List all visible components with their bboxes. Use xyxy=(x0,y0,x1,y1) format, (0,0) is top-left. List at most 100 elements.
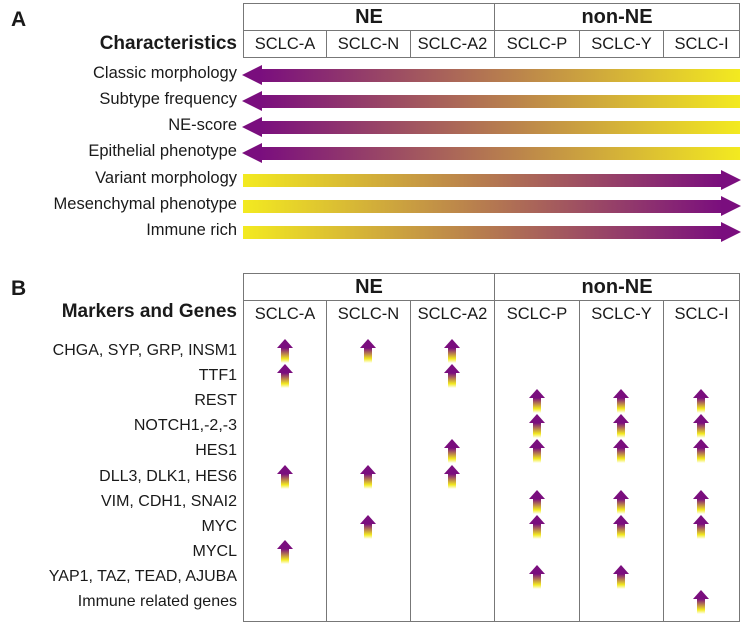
panel-b-group-header-non-ne: non-NE xyxy=(494,274,739,300)
panel-a-row-label: Mesenchymal phenotype xyxy=(53,195,237,213)
up-arrow-shaft xyxy=(532,423,541,438)
upregulation-arrow-icon xyxy=(277,339,293,363)
panel-b-row-label: HES1 xyxy=(195,442,237,459)
panel-b-title: Markers and Genes xyxy=(61,301,237,322)
panel-a-header-table: NE non-NE SCLC-A SCLC-N SCLC-A2 SCLC-P SCLC-Y S… xyxy=(243,3,740,58)
up-arrow-shaft xyxy=(532,398,541,413)
up-arrow-shaft xyxy=(448,474,456,489)
arrow-bar xyxy=(243,226,723,239)
gradient-arrow-left xyxy=(242,117,740,138)
panel-a-row-label: Immune rich xyxy=(146,221,237,239)
up-arrow-head xyxy=(693,439,709,448)
up-arrow-head xyxy=(613,414,629,423)
up-arrow-head xyxy=(528,439,545,448)
up-arrow-shaft xyxy=(532,499,541,514)
up-arrow-head xyxy=(360,339,376,348)
upregulation-arrow-icon xyxy=(444,439,460,463)
arrow-head xyxy=(721,170,741,190)
arrow-bar xyxy=(243,200,723,213)
panel-a-title: Characteristics xyxy=(99,33,237,54)
upregulation-arrow-icon xyxy=(613,515,629,539)
up-arrow-head xyxy=(360,465,376,474)
upregulation-arrow-icon xyxy=(693,515,709,539)
upregulation-arrow-icon xyxy=(528,565,545,589)
up-arrow-shaft xyxy=(617,524,625,539)
panel-b-row-label: DLL3, DLK1, HES6 xyxy=(99,468,237,485)
upregulation-arrow-icon xyxy=(277,465,293,489)
panel-a-row-label: Subtype frequency xyxy=(99,90,237,108)
upregulation-arrow-icon xyxy=(613,565,629,589)
up-arrow-head xyxy=(528,515,545,524)
up-arrow-head xyxy=(528,490,545,499)
up-arrow-shaft xyxy=(617,423,625,438)
panel-b-letter: B xyxy=(11,277,27,300)
panel-b-column-divider xyxy=(579,326,580,621)
up-arrow-head xyxy=(277,364,293,373)
panel-b-group-row: NE non-NE xyxy=(244,274,739,300)
upregulation-arrow-icon xyxy=(693,389,709,413)
gradient-arrow-left xyxy=(242,65,740,86)
up-arrow-shaft xyxy=(697,499,705,514)
gradient-arrow-right xyxy=(243,170,741,191)
up-arrow-shaft xyxy=(617,574,625,589)
upregulation-arrow-icon xyxy=(444,364,460,388)
up-arrow-head xyxy=(444,339,460,348)
arrow-bar xyxy=(243,174,723,187)
up-arrow-head xyxy=(693,389,709,398)
panel-b-column-header-sclc-i: SCLC-I xyxy=(663,301,739,327)
upregulation-arrow-icon xyxy=(693,490,709,514)
gradient-arrow-left xyxy=(242,91,740,112)
panel-a-column-header-sclc-a2: SCLC-A2 xyxy=(410,31,494,57)
arrow-head xyxy=(721,222,741,242)
upregulation-arrow-icon xyxy=(613,414,629,438)
upregulation-arrow-icon xyxy=(360,515,376,539)
gradient-arrow-right xyxy=(243,222,741,243)
arrow-head xyxy=(242,143,262,163)
panel-b-row-label: Immune related genes xyxy=(77,593,237,610)
up-arrow-head xyxy=(693,590,709,599)
up-arrow-shaft xyxy=(281,373,289,388)
panel-b-column-divider xyxy=(663,326,664,621)
up-arrow-shaft xyxy=(281,474,289,489)
panel-b-row-label: CHGA, SYP, GRP, INSM1 xyxy=(52,342,237,359)
gradient-arrow-right xyxy=(243,196,741,217)
arrow-head xyxy=(242,91,262,111)
panel-a-row-label: Epithelial phenotype xyxy=(88,142,237,160)
up-arrow-shaft xyxy=(697,423,705,438)
upregulation-arrow-icon xyxy=(444,465,460,489)
up-arrow-shaft xyxy=(281,348,289,363)
upregulation-arrow-icon xyxy=(693,414,709,438)
up-arrow-head xyxy=(613,515,629,524)
panel-b-column-divider xyxy=(326,326,327,621)
panel-b-row-label: REST xyxy=(194,392,237,409)
upregulation-arrow-icon xyxy=(528,490,545,514)
up-arrow-head xyxy=(528,565,545,574)
up-arrow-shaft xyxy=(697,599,705,614)
upregulation-arrow-icon xyxy=(444,339,460,363)
up-arrow-head xyxy=(613,439,629,448)
arrow-bar xyxy=(260,147,740,160)
up-arrow-shaft xyxy=(448,348,456,363)
up-arrow-head xyxy=(277,540,293,549)
panel-a-column-header-sclc-n: SCLC-N xyxy=(326,31,410,57)
up-arrow-shaft xyxy=(697,398,705,413)
panel-a-column-header-sclc-i: SCLC-I xyxy=(663,31,739,57)
panel-b-grid xyxy=(243,326,740,622)
arrow-bar xyxy=(260,121,740,134)
panel-b-row-label: YAP1, TAZ, TEAD, AJUBA xyxy=(48,568,237,585)
panel-a-group-header-non-ne: non-NE xyxy=(494,4,739,30)
up-arrow-shaft xyxy=(617,398,625,413)
up-arrow-shaft xyxy=(617,448,625,463)
up-arrow-head xyxy=(360,515,376,524)
panel-a-column-header-sclc-a: SCLC-A xyxy=(254,34,316,53)
up-arrow-head xyxy=(444,439,460,448)
up-arrow-head xyxy=(693,490,709,499)
up-arrow-head xyxy=(693,414,709,423)
panel-a-column-header-sclc-p: SCLC-P xyxy=(494,31,579,57)
up-arrow-shaft xyxy=(448,448,456,463)
upregulation-arrow-icon xyxy=(528,414,545,438)
panel-b-column-header-sclc-a: SCLC-A xyxy=(254,304,316,323)
up-arrow-head xyxy=(528,389,545,398)
upregulation-arrow-icon xyxy=(360,339,376,363)
panel-a-group-header-ne: NE xyxy=(355,5,383,28)
